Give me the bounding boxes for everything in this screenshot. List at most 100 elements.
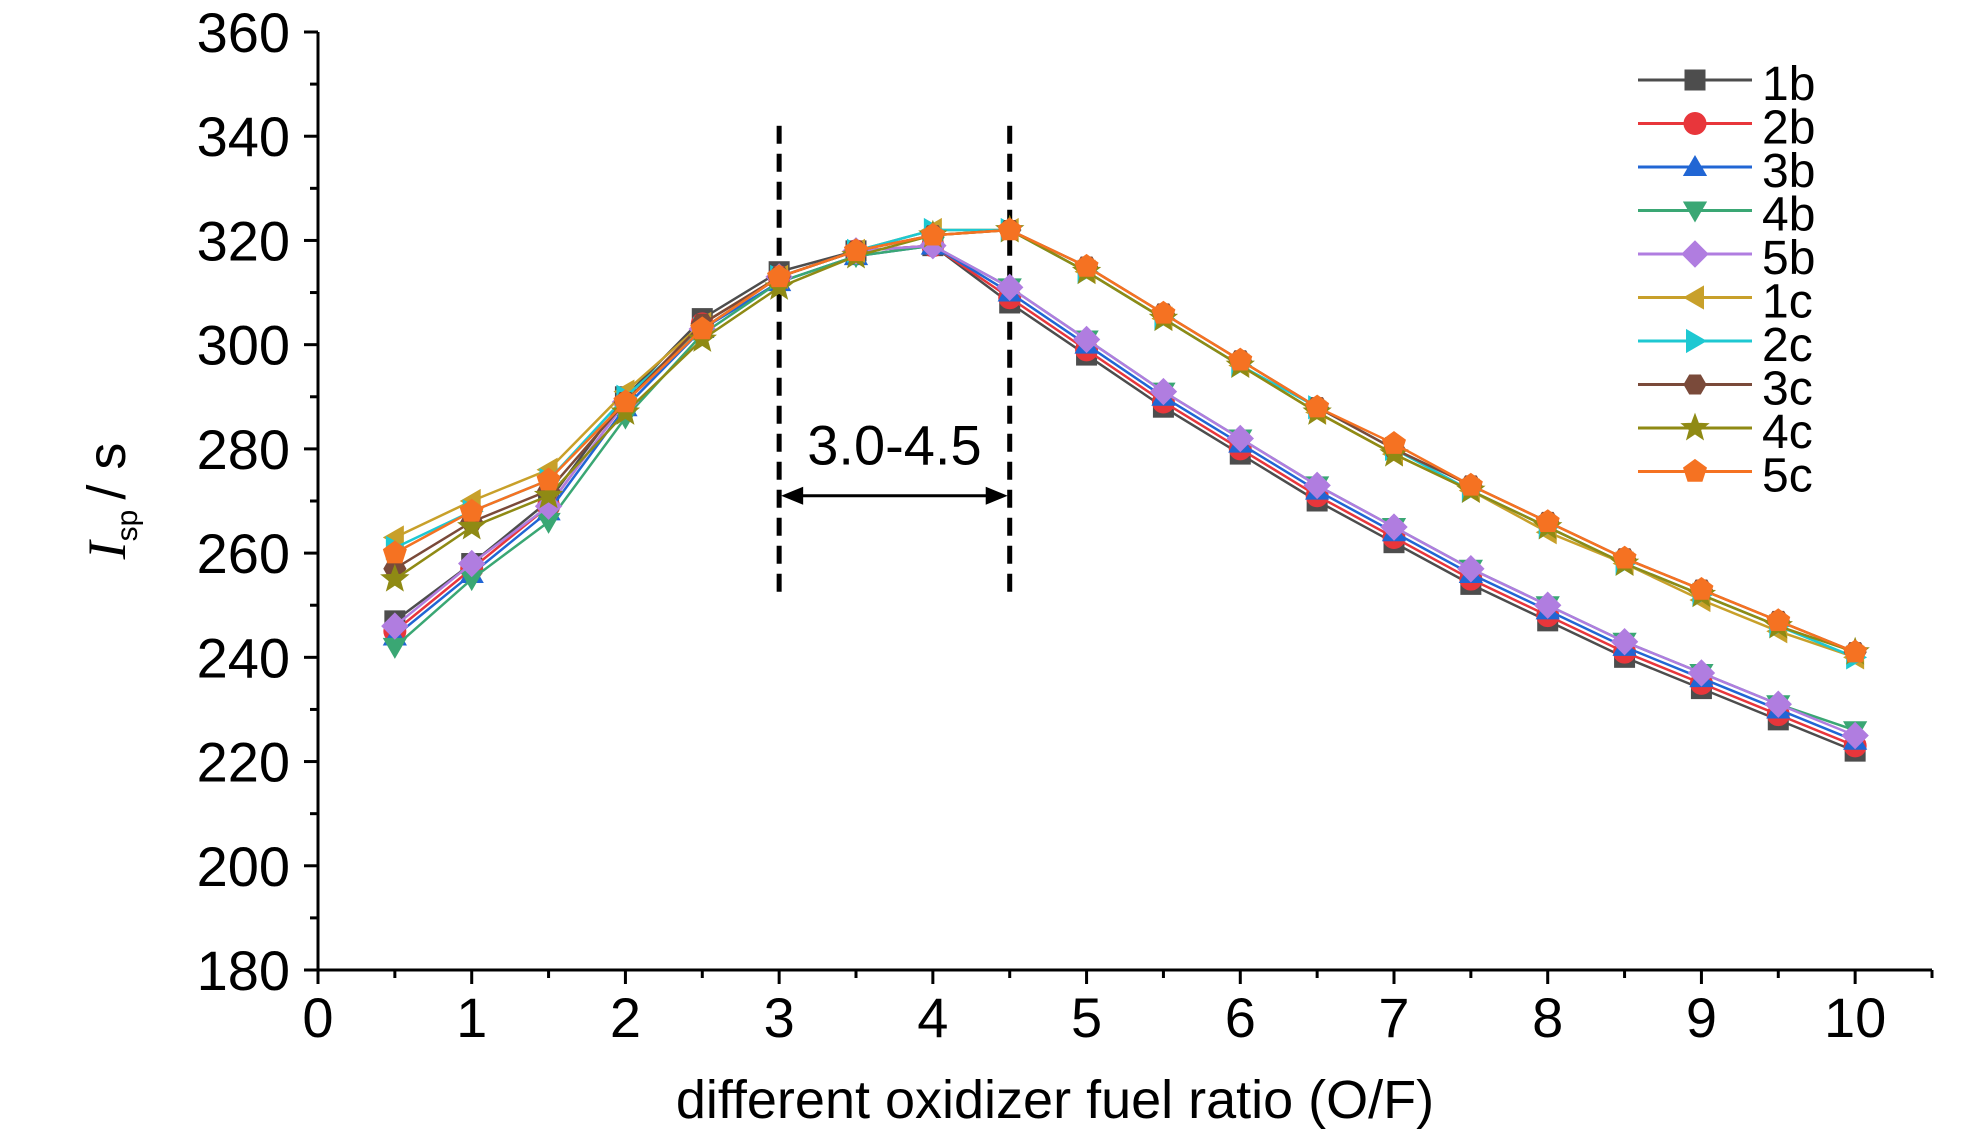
data-point-5c [690, 316, 715, 340]
data-point-5c [459, 498, 484, 522]
x-axis-title: different oxidizer fuel ratio (O/F) [676, 1070, 1434, 1130]
legend-label: 5c [1762, 450, 1813, 503]
legend-label: 1b [1762, 58, 1815, 111]
y-tick-label: 200 [197, 835, 290, 898]
series-line-1b [394, 244, 1856, 753]
legend-item-2b: 2b [1638, 102, 1815, 155]
data-point-5c [1074, 253, 1099, 277]
series-line-3c [394, 228, 1856, 654]
series-line-2b [394, 244, 1856, 748]
legend-marker [1680, 412, 1710, 441]
data-point-5c [1535, 509, 1560, 533]
y-tick-label: 320 [197, 209, 290, 272]
x-tick-label: 3 [764, 986, 795, 1049]
x-tick-label: 8 [1532, 986, 1563, 1049]
data-point-5b [458, 549, 486, 578]
series-line-4c [394, 228, 1856, 654]
legend-label: 4c [1762, 406, 1813, 459]
series-3b [382, 233, 1868, 750]
legend-label: 3b [1762, 145, 1815, 198]
legend-item-3b: 3b [1638, 145, 1815, 198]
legend-marker [1684, 69, 1706, 91]
x-tick-label: 9 [1686, 986, 1717, 1049]
series-5b [381, 231, 1869, 750]
data-point-5c [1228, 347, 1253, 371]
series-1b [384, 235, 1866, 762]
annotation-layer: 3.0-4.5 [776, 125, 1013, 601]
svg-text:Isp/ s: Isp / s [77, 443, 144, 561]
y-tick-label: 300 [197, 314, 290, 377]
data-point-5c [844, 238, 868, 262]
legend-marker [1683, 285, 1704, 310]
series-layer [380, 214, 1870, 762]
data-point-5b [1841, 721, 1869, 750]
legend-label: 3c [1762, 363, 1813, 416]
data-point-5b [381, 612, 409, 640]
data-point-5b [1534, 591, 1562, 619]
series-3c [383, 220, 1867, 663]
data-point-5c [1382, 431, 1406, 454]
legend-item-2c: 2c [1638, 319, 1813, 372]
range-annotation-label: 3.0-4.5 [807, 414, 981, 477]
data-point-4b [382, 637, 407, 659]
data-point-5b [1226, 424, 1254, 453]
legend-marker [1686, 328, 1707, 354]
x-tick-label: 5 [1071, 986, 1102, 1049]
data-point-5b [1072, 325, 1101, 354]
data-point-5b [996, 273, 1024, 302]
legend-marker [1681, 240, 1709, 268]
legend-marker [1682, 201, 1708, 223]
data-point-5b [1457, 555, 1485, 583]
legend-marker [1683, 374, 1707, 395]
x-tick-label: 1 [456, 986, 487, 1049]
series-line-3b [394, 244, 1856, 742]
data-point-5b [1687, 659, 1716, 687]
y-axis-symbol: I [77, 538, 137, 560]
legend-label: 2b [1762, 102, 1815, 155]
x-tick-label: 2 [610, 986, 641, 1049]
y-tick-label: 220 [197, 731, 290, 794]
data-point-5c [1151, 300, 1176, 324]
x-tick-label: 7 [1378, 986, 1409, 1049]
data-point-5c [536, 467, 561, 491]
legend-item-1c: 1c [1638, 276, 1813, 329]
y-tick-label: 280 [197, 418, 290, 481]
y-axis-title: Isp / s [77, 443, 144, 561]
legend-label: 2c [1762, 319, 1813, 372]
legend-marker [1683, 112, 1707, 135]
data-point-5b [1380, 513, 1408, 541]
data-point-5c [382, 540, 407, 564]
data-point-5c [920, 222, 945, 246]
legend-item-5b: 5b [1638, 232, 1815, 285]
y-tick-label: 240 [197, 626, 290, 689]
data-point-5b [1149, 377, 1178, 406]
x-tick-label: 10 [1824, 986, 1886, 1049]
y-tick-label: 180 [197, 939, 290, 1002]
range-arrow-left-head [781, 486, 804, 505]
data-point-5c [1305, 394, 1330, 418]
x-tick-label: 0 [302, 986, 333, 1049]
legend-item-3c: 3c [1638, 363, 1813, 416]
data-point-4c [533, 480, 564, 509]
data-point-5c [1689, 576, 1714, 600]
data-point-5c [767, 264, 792, 288]
x-tick-label: 4 [917, 986, 948, 1049]
data-point-4c [380, 563, 410, 592]
range-arrow-right-head [985, 486, 1008, 505]
series-line-5c [394, 228, 1856, 654]
data-point-5b [1303, 471, 1331, 500]
legend-marker [1682, 155, 1708, 176]
data-point-5c [1458, 472, 1483, 496]
data-point-5c [1612, 545, 1637, 569]
y-axis-unit: / s [77, 443, 137, 500]
legend-item-1b: 1b [1638, 58, 1815, 111]
data-point-5b [1610, 627, 1639, 656]
data-point-5c [1766, 608, 1791, 632]
data-point-5c [1843, 639, 1868, 663]
data-point-5c [997, 217, 1022, 241]
legend-item-4b: 4b [1638, 189, 1815, 242]
data-point-4c [457, 511, 487, 540]
y-tick-label: 340 [197, 105, 290, 168]
